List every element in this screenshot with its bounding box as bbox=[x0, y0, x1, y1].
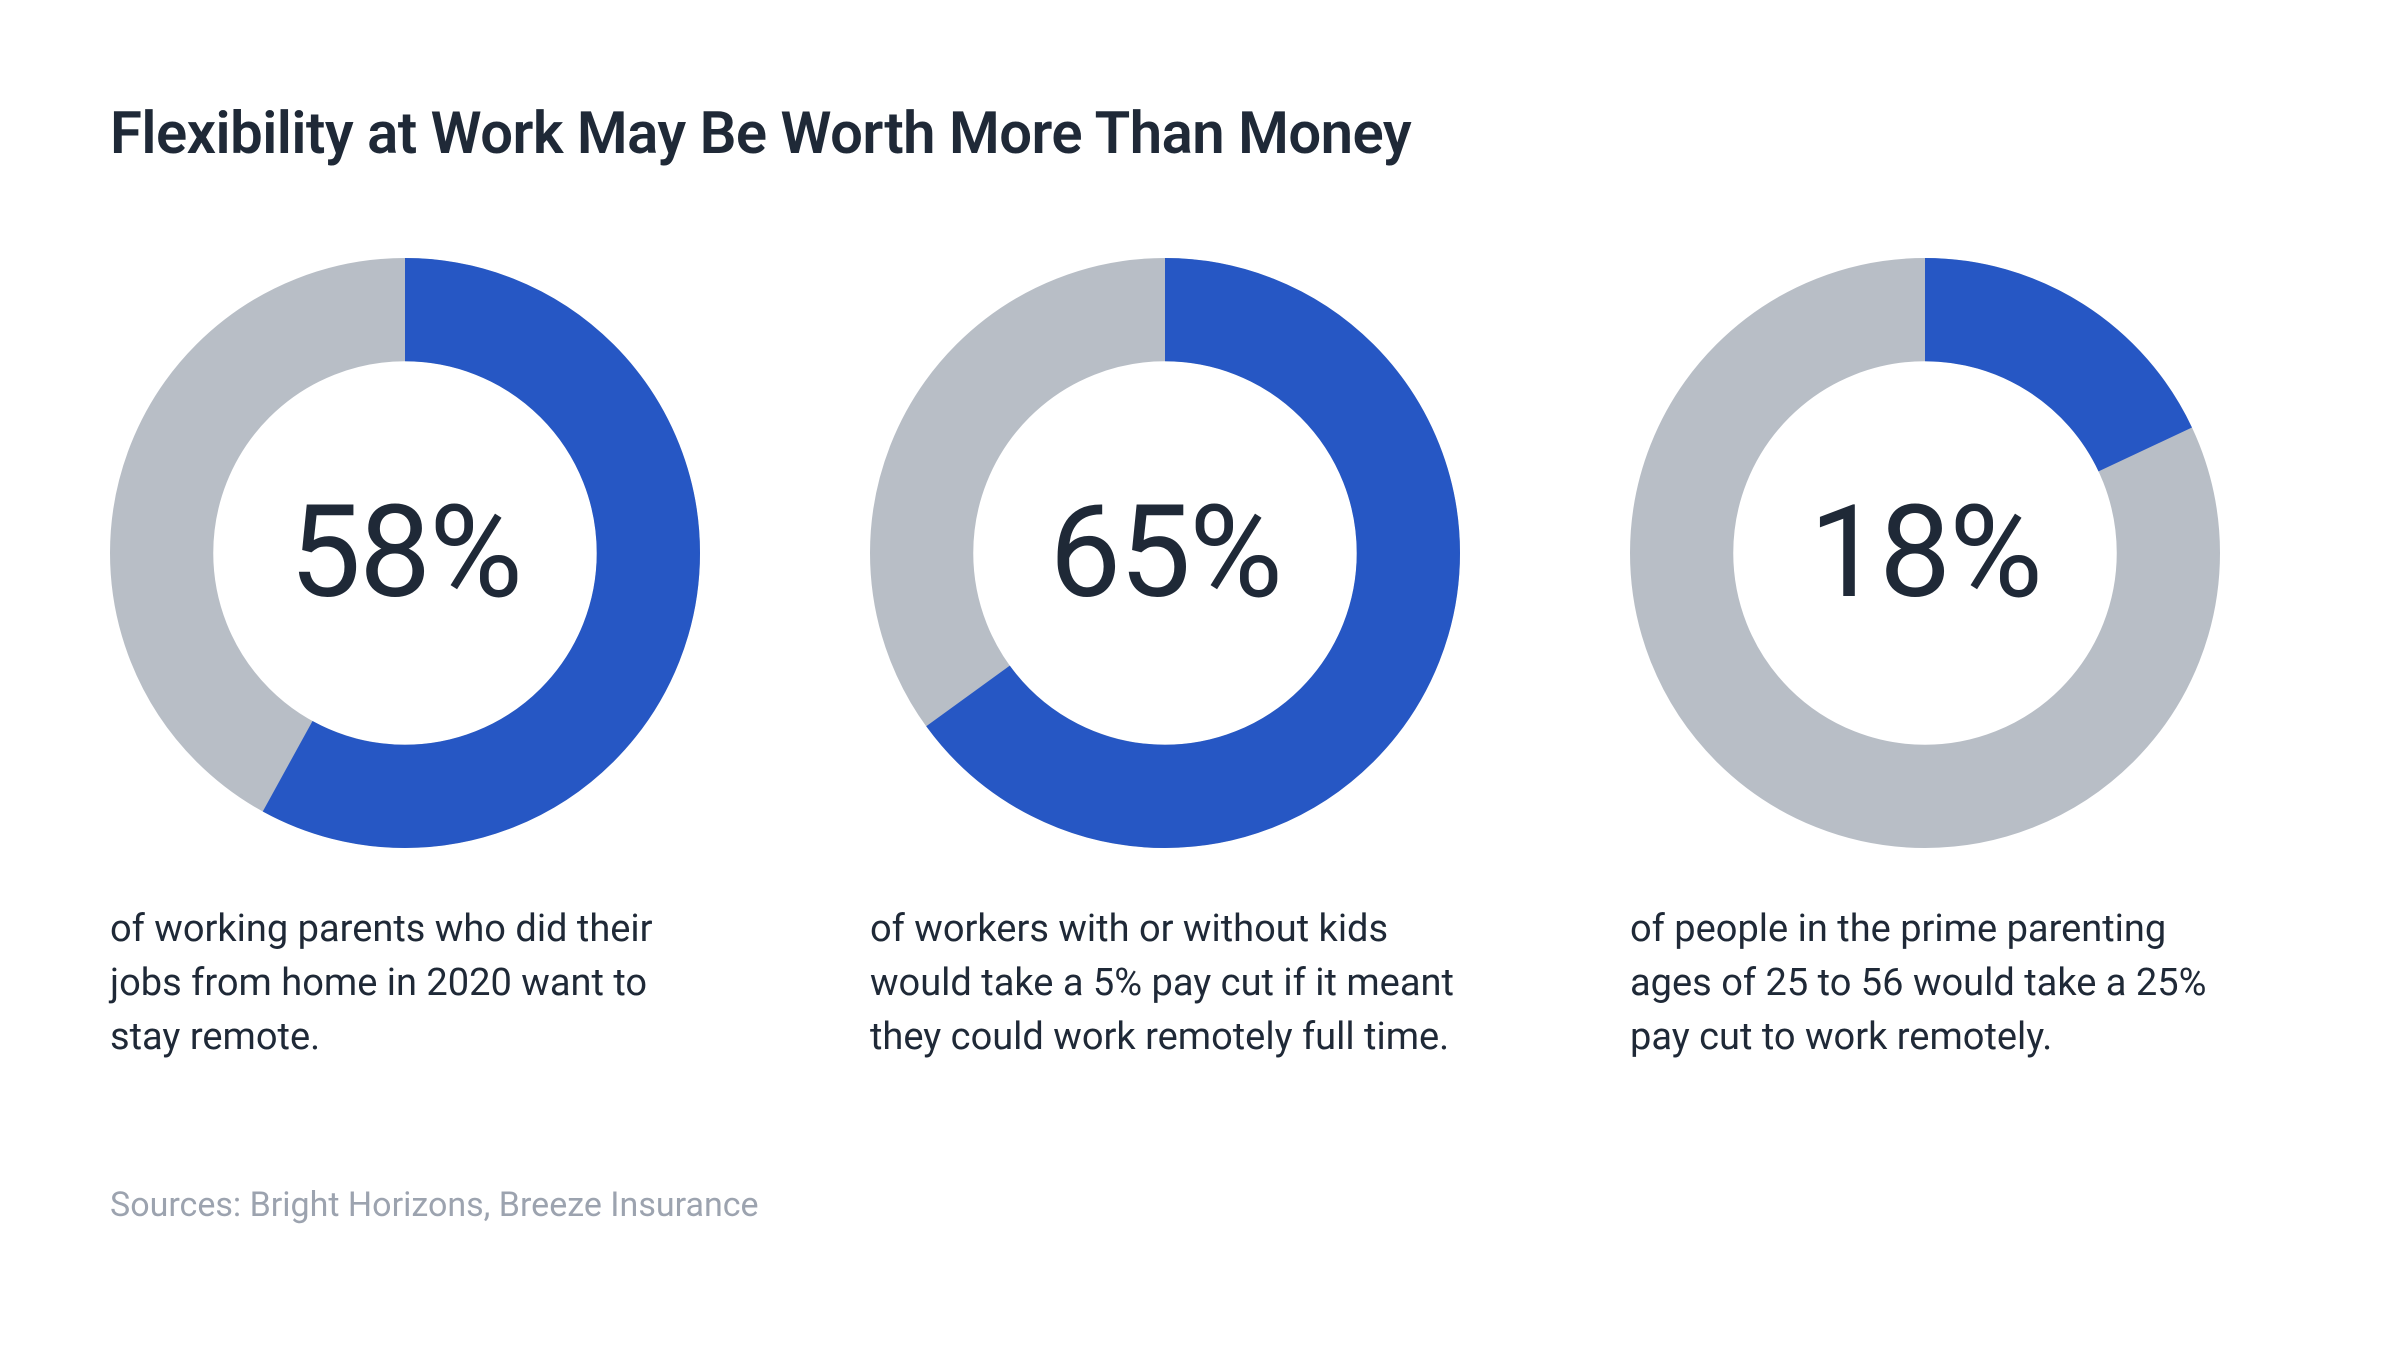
chart-caption-1: of workers with or without kids would ta… bbox=[870, 903, 1470, 1065]
donut-chart-1: 65% bbox=[870, 258, 1460, 848]
donut-center-label-1: 65% bbox=[1049, 478, 1281, 628]
donut-center-label-2: 18% bbox=[1809, 478, 2041, 628]
page-title: Flexibility at Work May Be Worth More Th… bbox=[110, 100, 2290, 168]
chart-block-2: 18% of people in the prime parenting age… bbox=[1630, 258, 2230, 1065]
chart-block-1: 65% of workers with or without kids woul… bbox=[870, 258, 1470, 1065]
chart-caption-2: of people in the prime parenting ages of… bbox=[1630, 903, 2230, 1065]
chart-block-0: 58% of working parents who did their job… bbox=[110, 258, 710, 1065]
chart-caption-0: of working parents who did their jobs fr… bbox=[110, 903, 710, 1065]
donut-chart-2: 18% bbox=[1630, 258, 2220, 848]
donut-center-label-0: 58% bbox=[289, 478, 521, 628]
charts-row: 58% of working parents who did their job… bbox=[110, 258, 2290, 1065]
donut-chart-0: 58% bbox=[110, 258, 700, 848]
sources-text: Sources: Bright Horizons, Breeze Insuran… bbox=[110, 1185, 2290, 1225]
